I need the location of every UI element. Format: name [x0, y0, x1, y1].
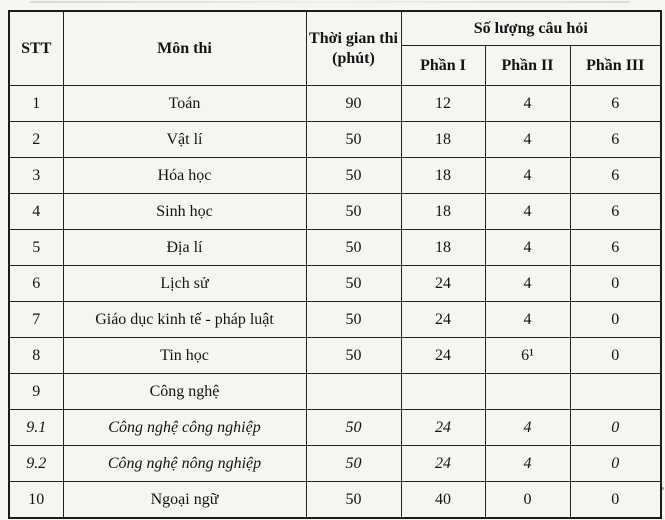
cell-part3: 6	[569, 157, 662, 194]
cell-subject: Hóa học	[62, 157, 307, 194]
header-question-count-group: Số lượng câu hỏi	[400, 10, 662, 46]
cell-part2: 4	[484, 229, 571, 266]
header-subject: Môn thi	[62, 10, 307, 86]
cell-stt: 5	[8, 229, 64, 266]
cell-time: 50	[305, 157, 402, 194]
cell-stt: 2	[8, 121, 64, 158]
cell-time: 50	[305, 193, 402, 230]
table-row: 2 Vật lí 50 18 4 6	[8, 121, 662, 158]
cell-part3: 0	[569, 445, 662, 482]
cell-part2	[484, 373, 571, 410]
cell-time: 50	[305, 301, 402, 338]
cell-part3: 6	[569, 229, 662, 266]
cell-subject: Giáo dục kinh tế - pháp luật	[62, 301, 307, 338]
cell-part1	[400, 373, 486, 410]
cell-subject: Công nghệ công nghiệp	[62, 409, 307, 446]
cell-part3: 0	[569, 337, 662, 374]
cell-part2: 6¹	[484, 337, 571, 374]
cell-subject: Địa lí	[62, 229, 307, 266]
table-row: 5 Địa lí 50 18 4 6	[8, 229, 662, 266]
cell-part1: 24	[400, 301, 486, 338]
cell-subject: Tin học	[62, 337, 307, 374]
cell-part2: 4	[484, 409, 571, 446]
cell-time: 50	[305, 445, 402, 482]
header-time: Thời gian thi (phút)	[305, 10, 402, 86]
cell-time: 50	[305, 337, 402, 374]
table-row: 3 Hóa học 50 18 4 6	[8, 157, 662, 194]
exam-structure-table: STT Môn thi Thời gian thi (phút) Số lượn…	[8, 10, 662, 519]
cell-time: 50	[305, 229, 402, 266]
cell-time: 50	[305, 481, 402, 519]
cell-time: 50	[305, 265, 402, 302]
cell-part2: 4	[484, 157, 571, 194]
cell-time: 50	[305, 121, 402, 158]
cell-stt: 9	[8, 373, 64, 410]
cell-part3: 0	[569, 265, 662, 302]
table-header: STT Môn thi Thời gian thi (phút) Số lượn…	[8, 10, 662, 86]
cell-part1: 12	[400, 85, 486, 122]
cell-part1: 18	[400, 121, 486, 158]
cell-stt: 4	[8, 193, 64, 230]
cell-stt: 1	[8, 85, 64, 122]
cell-part3: 0	[569, 481, 662, 519]
cell-subject: Công nghệ	[62, 373, 307, 410]
cell-part1: 40	[400, 481, 486, 519]
cell-part1: 24	[400, 445, 486, 482]
table-row: 6 Lịch sử 50 24 4 0	[8, 265, 662, 302]
cell-stt: 3	[8, 157, 64, 194]
table-row: 8 Tin học 50 24 6¹ 0	[8, 337, 662, 374]
cell-part2: 0	[484, 481, 571, 519]
cell-stt: 8	[8, 337, 64, 374]
cell-part3: 6	[569, 85, 662, 122]
cell-stt: 10	[8, 481, 64, 519]
cell-subject: Sinh học	[62, 193, 307, 230]
cell-subject: Toán	[62, 85, 307, 122]
cell-subject: Vật lí	[62, 121, 307, 158]
cell-part1: 18	[400, 229, 486, 266]
cell-part2: 4	[484, 445, 571, 482]
table-row: 1 Toán 90 12 4 6	[8, 85, 662, 122]
cell-stt: 9.1	[8, 409, 64, 446]
cell-part1: 24	[400, 337, 486, 374]
cell-part1: 24	[400, 265, 486, 302]
cell-part2: 4	[484, 265, 571, 302]
cell-time	[305, 373, 402, 410]
table-row: 7 Giáo dục kinh tế - pháp luật 50 24 4 0	[8, 301, 662, 338]
cell-part1: 18	[400, 193, 486, 230]
table-row: 4 Sinh học 50 18 4 6	[8, 193, 662, 230]
cell-part2: 4	[484, 85, 571, 122]
cell-stt: 6	[8, 265, 64, 302]
cell-part2: 4	[484, 301, 571, 338]
cell-time: 90	[305, 85, 402, 122]
cell-part2: 4	[484, 121, 571, 158]
scan-artifact	[30, 1, 630, 3]
header-part2: Phần II	[484, 45, 571, 86]
cell-part3: 0	[569, 301, 662, 338]
cell-subject: Ngoại ngữ	[62, 481, 307, 519]
cell-stt: 9.2	[8, 445, 64, 482]
cell-part1: 24	[400, 409, 486, 446]
header-stt: STT	[8, 10, 64, 86]
header-part3: Phần III	[569, 45, 662, 86]
scan-artifact	[661, 487, 664, 490]
header-part1: Phần I	[400, 45, 486, 86]
cell-part1: 18	[400, 157, 486, 194]
cell-part3: 6	[569, 121, 662, 158]
cell-part3	[569, 373, 662, 410]
table-body: 1 Toán 90 12 4 6 2 Vật lí 50 18 4 6 3 Hó…	[8, 85, 662, 519]
cell-subject: Lịch sử	[62, 265, 307, 302]
cell-part3: 0	[569, 409, 662, 446]
table-row: 9 Công nghệ	[8, 373, 662, 410]
cell-time: 50	[305, 409, 402, 446]
cell-subject: Công nghệ nông nghiệp	[62, 445, 307, 482]
table-row: 9.1 Công nghệ công nghiệp 50 24 4 0	[8, 409, 662, 446]
cell-stt: 7	[8, 301, 64, 338]
table-row: 10 Ngoại ngữ 50 40 0 0	[8, 481, 662, 519]
table-row: 9.2 Công nghệ nông nghiệp 50 24 4 0	[8, 445, 662, 482]
cell-part2: 4	[484, 193, 571, 230]
cell-part3: 6	[569, 193, 662, 230]
